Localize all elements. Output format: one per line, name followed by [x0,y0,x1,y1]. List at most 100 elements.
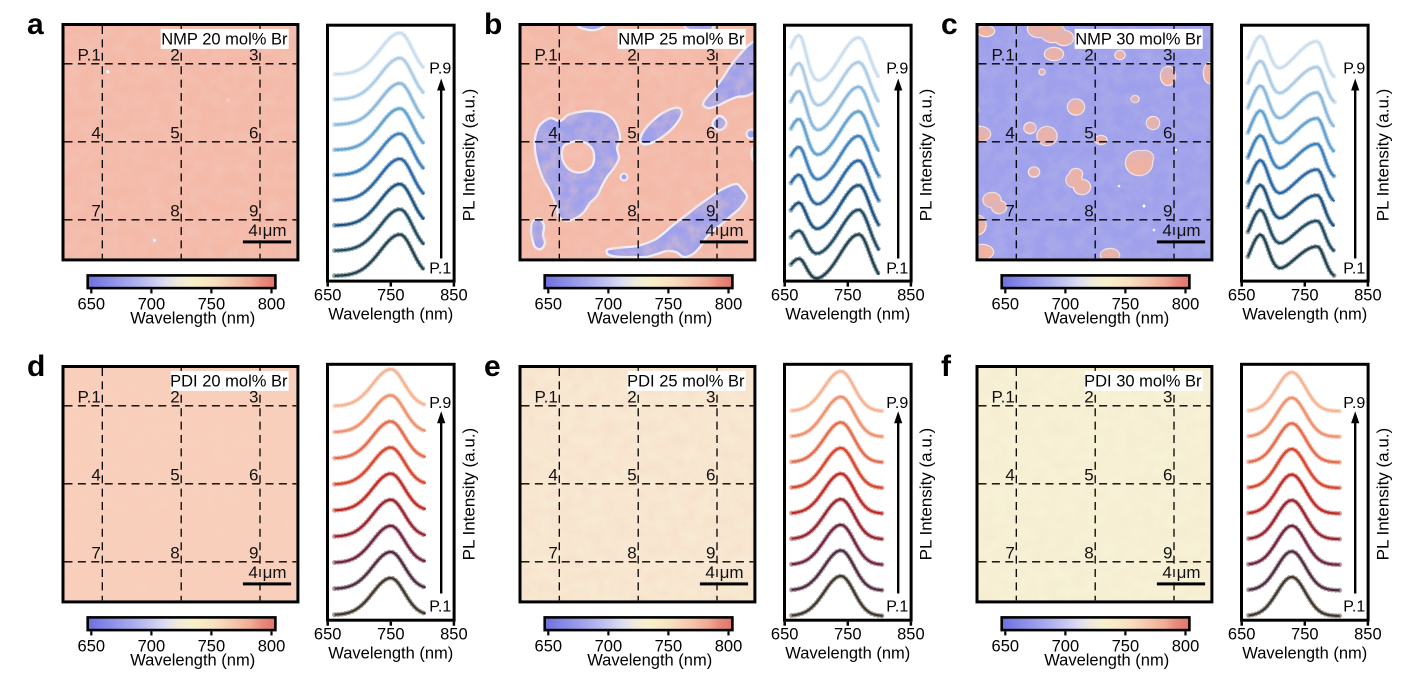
svg-text:750: 750 [1291,626,1319,644]
svg-text:Wavelength (nm): Wavelength (nm) [1242,305,1367,323]
svg-text:6: 6 [1163,124,1172,143]
svg-text:2: 2 [170,388,179,407]
svg-text:750: 750 [834,286,862,304]
svg-text:P.1: P.1 [1343,260,1365,277]
svg-text:4: 4 [1005,124,1014,143]
svg-text:P.1: P.1 [534,46,557,65]
svg-text:700: 700 [1052,638,1080,656]
svg-text:4 μm: 4 μm [705,221,743,240]
svg-text:9: 9 [706,202,715,221]
svg-text:f: f [941,350,952,383]
svg-text:650: 650 [78,296,106,314]
svg-text:800: 800 [258,296,286,314]
svg-text:700: 700 [595,638,623,656]
svg-text:Wavelength (nm): Wavelength (nm) [1044,652,1169,670]
svg-text:P.9: P.9 [1343,60,1365,77]
svg-text:P.9: P.9 [886,60,908,77]
svg-text:d: d [27,350,45,383]
svg-text:9: 9 [1163,544,1172,563]
svg-text:b: b [484,8,502,41]
svg-text:P.1: P.1 [429,599,451,616]
svg-text:750: 750 [377,626,405,644]
svg-text:650: 650 [771,286,799,304]
svg-text:5: 5 [170,124,179,143]
svg-text:2: 2 [1084,388,1093,407]
svg-text:8: 8 [627,544,636,563]
svg-text:650: 650 [314,286,342,304]
svg-text:3: 3 [249,46,258,65]
svg-text:6: 6 [1163,466,1172,485]
svg-text:a: a [27,8,44,41]
svg-text:800: 800 [258,638,286,656]
svg-text:700: 700 [595,296,623,314]
svg-text:P.1: P.1 [991,388,1014,407]
svg-text:850: 850 [440,286,468,304]
svg-text:P.1: P.1 [886,260,908,277]
svg-text:700: 700 [138,296,166,314]
svg-text:9: 9 [1163,202,1172,221]
svg-text:5: 5 [627,466,636,485]
svg-text:800: 800 [1172,296,1200,314]
svg-text:750: 750 [198,638,226,656]
svg-text:2: 2 [1084,46,1093,65]
svg-text:P.9: P.9 [429,60,451,77]
svg-text:PL Intensity (a.u.): PL Intensity (a.u.) [916,89,935,222]
svg-text:4 μm: 4 μm [248,563,286,582]
svg-text:9: 9 [706,544,715,563]
svg-text:6: 6 [249,466,258,485]
svg-text:NMP 30 mol% Br: NMP 30 mol% Br [1075,30,1202,48]
svg-text:6: 6 [249,124,258,143]
svg-text:3: 3 [1163,46,1172,65]
svg-text:650: 650 [992,638,1020,656]
svg-text:8: 8 [627,202,636,221]
svg-text:PDI 30 mol% Br: PDI 30 mol% Br [1084,372,1202,390]
svg-text:800: 800 [1172,638,1200,656]
svg-text:2: 2 [627,388,636,407]
svg-text:PL Intensity (a.u.): PL Intensity (a.u.) [459,428,478,561]
svg-text:750: 750 [377,286,405,304]
svg-text:650: 650 [771,626,799,644]
svg-text:4 μm: 4 μm [1162,563,1200,582]
svg-text:7: 7 [1005,544,1014,563]
svg-text:750: 750 [198,296,226,314]
svg-text:7: 7 [91,202,100,221]
svg-text:800: 800 [715,296,743,314]
svg-text:4: 4 [91,466,100,485]
svg-text:2: 2 [627,46,636,65]
svg-text:8: 8 [1084,544,1093,563]
svg-text:Wavelength (nm): Wavelength (nm) [328,305,453,323]
svg-text:850: 850 [897,626,925,644]
svg-text:9: 9 [249,202,258,221]
svg-text:5: 5 [170,466,179,485]
svg-text:7: 7 [548,544,557,563]
svg-text:4 μm: 4 μm [248,221,286,240]
svg-text:8: 8 [170,544,179,563]
svg-text:9: 9 [249,544,258,563]
svg-text:8: 8 [1084,202,1093,221]
svg-text:Wavelength (nm): Wavelength (nm) [587,652,712,670]
svg-text:750: 750 [1291,286,1319,304]
svg-text:Wavelength (nm): Wavelength (nm) [1044,310,1169,328]
svg-text:650: 650 [1228,626,1256,644]
svg-text:Wavelength (nm): Wavelength (nm) [130,652,255,670]
svg-text:850: 850 [1354,286,1382,304]
svg-text:650: 650 [78,638,106,656]
svg-text:2: 2 [170,46,179,65]
svg-text:750: 750 [1112,638,1140,656]
svg-text:P.1: P.1 [77,46,100,65]
svg-text:Wavelength (nm): Wavelength (nm) [1242,645,1367,663]
svg-text:e: e [484,350,501,383]
svg-text:700: 700 [1052,296,1080,314]
svg-text:7: 7 [548,202,557,221]
svg-text:P.9: P.9 [1343,395,1365,412]
svg-text:P.9: P.9 [429,395,451,412]
svg-text:4: 4 [91,124,100,143]
svg-text:Wavelength (nm): Wavelength (nm) [130,310,255,328]
svg-text:7: 7 [1005,202,1014,221]
svg-text:650: 650 [1228,286,1256,304]
svg-text:PL Intensity (a.u.): PL Intensity (a.u.) [1373,89,1392,222]
svg-text:4 μm: 4 μm [1162,221,1200,240]
svg-text:P.1: P.1 [77,388,100,407]
svg-text:650: 650 [535,638,563,656]
svg-text:P.1: P.1 [991,46,1014,65]
